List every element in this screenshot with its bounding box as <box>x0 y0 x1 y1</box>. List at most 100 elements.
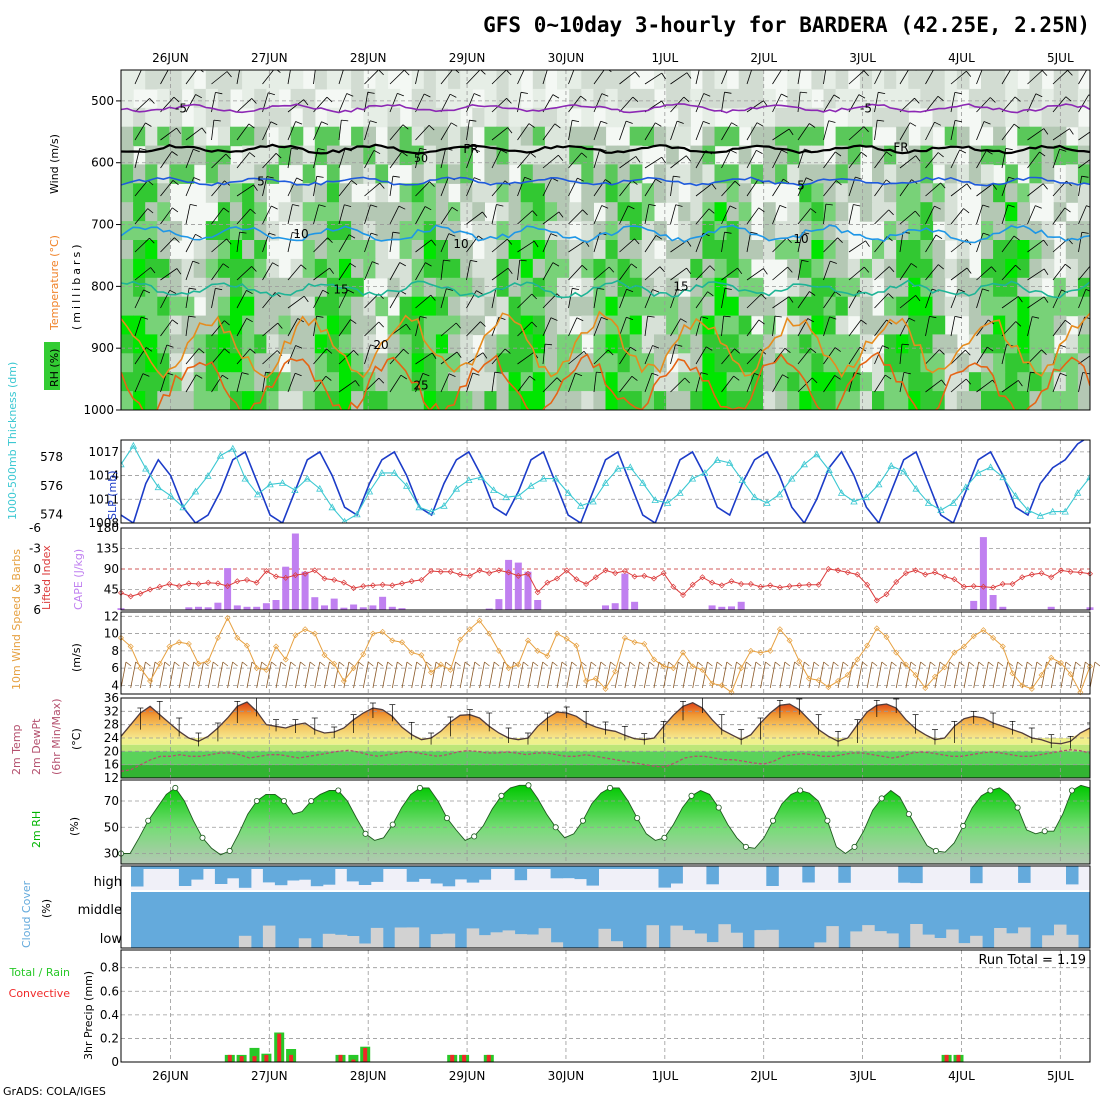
wind-barb-flag <box>1015 321 1022 327</box>
wind-barb <box>789 661 795 689</box>
rh-cell <box>242 391 255 410</box>
li-point <box>253 579 260 586</box>
wind-barb-flag <box>476 290 483 295</box>
precip-conv-bar <box>450 1054 455 1062</box>
rh2m-point <box>688 792 695 799</box>
rh-cell <box>217 240 231 260</box>
rh-cell <box>363 221 376 241</box>
wind-barb <box>746 293 762 309</box>
rh-cell <box>872 107 885 128</box>
wind-barb <box>593 232 601 253</box>
rh-cell <box>775 107 788 128</box>
rh-cell <box>302 107 316 128</box>
wind-barb-flag <box>590 661 597 667</box>
wind-barb <box>950 349 966 365</box>
wind-barb-flag <box>215 92 223 95</box>
wind-barb-flag <box>496 204 504 207</box>
rh-cell <box>714 296 728 317</box>
wind-barb <box>976 183 993 197</box>
rh-cell <box>593 126 607 147</box>
cloud-low-bar <box>298 938 312 948</box>
rh-cell <box>339 258 352 279</box>
rh-cell <box>532 315 546 336</box>
wind-barb <box>364 293 379 309</box>
wind-speed-point <box>311 630 318 637</box>
rh-cell <box>738 164 752 184</box>
wind-barb-flag <box>997 661 1004 667</box>
li-point <box>1028 571 1035 578</box>
cloud-high-bar <box>370 866 384 882</box>
wind-barb <box>874 120 878 141</box>
rh-cell <box>472 258 485 279</box>
wind-barb <box>1027 316 1033 337</box>
rh-cell <box>254 258 267 279</box>
rh-cell <box>932 240 946 260</box>
rh-cell <box>581 391 594 410</box>
wind-barb-flag <box>1013 235 1020 241</box>
wind-barb <box>160 237 175 253</box>
wind-barb <box>372 661 379 689</box>
cloud-low-bar <box>442 933 456 948</box>
rh-cell <box>750 240 764 260</box>
wind-barb <box>1050 661 1057 689</box>
wind-speed-point <box>273 643 280 650</box>
wind-barb <box>207 661 214 689</box>
li-point <box>408 578 415 585</box>
rh-cell <box>242 258 255 279</box>
precip-conv-label: Convective <box>9 987 71 1000</box>
rh-cell <box>835 353 849 373</box>
rh-cell <box>617 315 631 336</box>
rh-cell <box>920 372 934 392</box>
wind-barb-flag <box>226 71 232 78</box>
isotherm-label: 10 <box>293 227 308 241</box>
rh-cell <box>423 126 437 147</box>
rh-cell <box>678 107 691 128</box>
wind-barb-flag <box>724 231 732 234</box>
wind-barb <box>389 232 394 253</box>
rh-cell <box>1017 202 1030 222</box>
wind-barb-flag <box>150 267 156 274</box>
rh-cell <box>351 164 364 184</box>
wind-barb <box>542 317 552 337</box>
cloud-high-bar <box>286 866 300 881</box>
rh-cell <box>811 107 825 128</box>
rh-cell <box>387 334 401 354</box>
rh-cell <box>411 202 425 222</box>
rh-cell <box>593 334 607 354</box>
wind-speed-point <box>1067 671 1074 678</box>
wind-barb <box>338 70 344 85</box>
wind-barb <box>185 234 196 253</box>
li-point <box>660 570 667 577</box>
rh-cell <box>133 296 146 317</box>
wind-barb-flag <box>455 661 461 667</box>
rh-cell <box>484 240 498 260</box>
rh-cell <box>835 164 849 184</box>
rh-cell <box>726 315 740 336</box>
thickness-point <box>1049 507 1057 515</box>
rh-cell <box>920 70 934 90</box>
rh-cell <box>121 277 134 298</box>
wind-barb-flag <box>341 119 349 122</box>
rh-cell <box>435 315 449 336</box>
rh-cell <box>932 183 946 203</box>
wind-barb-flag <box>781 149 788 154</box>
rh-cell <box>302 88 316 109</box>
rh-cell <box>811 372 825 392</box>
wind-barb <box>619 120 627 141</box>
rh-cell <box>763 107 776 128</box>
thickness-point <box>651 496 659 503</box>
rh-cell <box>314 126 328 147</box>
thickness-point <box>726 459 734 466</box>
rh-cell <box>121 391 134 410</box>
rh-cell <box>387 391 401 410</box>
wind-speed-point <box>302 626 309 633</box>
rh-cell <box>411 107 425 128</box>
wind-barb-flag <box>634 71 640 78</box>
rh-cell <box>859 372 873 392</box>
rh-cell <box>920 258 934 279</box>
wind-barb-flag <box>1064 207 1071 213</box>
wind-barb-flag <box>801 64 808 65</box>
li-point <box>931 569 938 576</box>
rh-cell <box>181 126 195 147</box>
thickness-point <box>365 487 374 495</box>
